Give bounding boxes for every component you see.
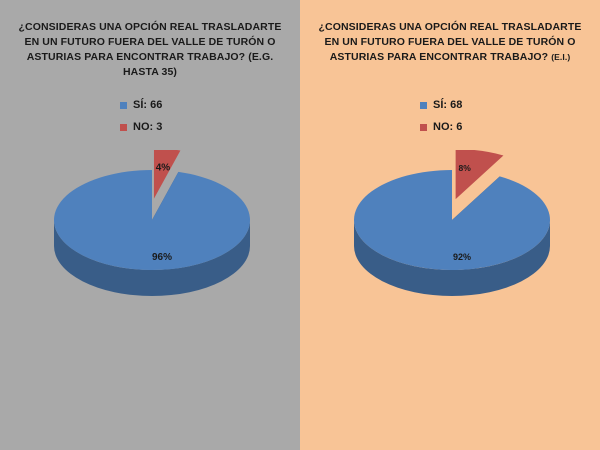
chart-legend: SÍ: 66 NO: 3 [120, 94, 162, 138]
legend-label-si: SÍ: 68 [433, 99, 463, 111]
chart-title-suffix: (E.G. HASTA 35) [123, 51, 274, 78]
pie-chart: 4% 96% [53, 150, 251, 296]
data-label-si: 92% [453, 252, 471, 262]
legend-swatch-si [120, 101, 127, 109]
chart-panel-right: ¿CONSIDERAS UNA OPCIÓN REAL TRASLADARTE … [300, 0, 600, 450]
slice-no [153, 150, 181, 199]
pie-chart: 8% 92% [353, 150, 550, 296]
legend-item-no: NO: 3 [120, 116, 162, 138]
chart-legend: SÍ: 68 NO: 6 [420, 94, 462, 138]
chart-panel-left: ¿CONSIDERAS UNA OPCIÓN REAL TRASLADARTE … [0, 0, 300, 450]
slice-no [455, 150, 504, 200]
slice-si [53, 170, 251, 296]
data-label-no: 8% [458, 163, 471, 173]
legend-label-no: NO: 6 [433, 121, 463, 133]
slice-si [353, 170, 550, 296]
data-label-si: 96% [152, 252, 172, 263]
chart-title-main: ¿CONSIDERAS UNA OPCIÓN REAL TRASLADARTE … [18, 21, 282, 63]
legend-item-si: SÍ: 66 [120, 94, 162, 116]
legend-label-no: NO: 3 [133, 121, 163, 133]
data-label-no: 4% [156, 163, 171, 174]
chart-title: ¿CONSIDERAS UNA OPCIÓN REAL TRASLADARTE … [10, 20, 290, 80]
chart-title: ¿CONSIDERAS UNA OPCIÓN REAL TRASLADARTE … [310, 20, 590, 65]
legend-swatch-si [420, 101, 427, 109]
chart-title-suffix: (E.I.) [551, 52, 571, 62]
legend-swatch-no [420, 123, 427, 131]
legend-label-si: SÍ: 66 [133, 99, 163, 111]
legend-swatch-no [120, 123, 127, 131]
legend-item-no: NO: 6 [420, 116, 462, 138]
legend-item-si: SÍ: 68 [420, 94, 462, 116]
chart-title-main: ¿CONSIDERAS UNA OPCIÓN REAL TRASLADARTE … [318, 21, 582, 63]
